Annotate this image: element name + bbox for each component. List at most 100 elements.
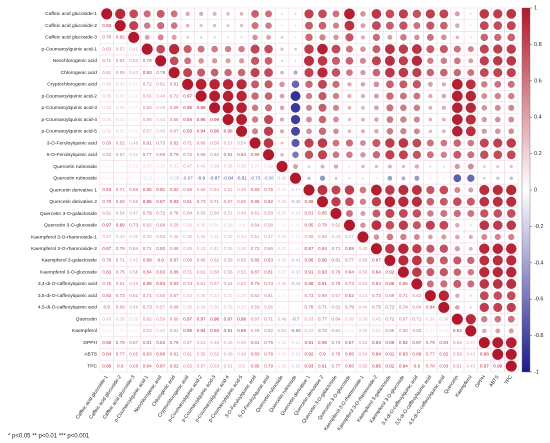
correlation-circle: [468, 246, 473, 251]
correlation-circle: [182, 78, 194, 90]
correlation-circle: [453, 174, 462, 183]
colorbar-tick-label: -0.8: [534, 333, 543, 339]
value-label: 0.33: [102, 105, 111, 110]
value-label: 0.56: [143, 117, 152, 122]
correlation-circle: [222, 113, 234, 126]
correlation-circle: [360, 117, 365, 122]
correlation-circle: [439, 267, 449, 277]
correlation-circle: [250, 67, 260, 78]
value-label: 0.91: [305, 269, 314, 274]
value-label: 0.42: [129, 258, 138, 263]
value-label: 0.09: [116, 164, 125, 169]
value-label: 0.71: [116, 187, 125, 192]
correlation-circle: [331, 44, 341, 54]
value-label: 0.67: [399, 316, 408, 321]
correlation-circle: [400, 233, 407, 241]
correlation-circle: [318, 21, 327, 30]
value-label: 0.72: [156, 211, 165, 216]
value-label: 0.38: [116, 316, 125, 321]
correlation-circle: [291, 138, 300, 148]
value-label: 0.36: [224, 164, 233, 169]
correlation-circle: [426, 268, 435, 277]
value-label: 0.49: [129, 305, 138, 310]
value-label: 0.49: [237, 211, 246, 216]
value-label: -0.13: [290, 234, 301, 239]
value-label: 0.69: [385, 293, 394, 298]
value-label: 0.48: [237, 352, 246, 357]
value-label: 0.81: [143, 140, 152, 145]
correlation-circle: [332, 139, 340, 147]
correlation-circle: [344, 185, 355, 195]
correlation-circle: [141, 43, 153, 55]
correlation-circle: [347, 105, 352, 110]
correlation-circle: [157, 34, 164, 41]
correlation-circle: [385, 9, 395, 19]
correlation-circle: [386, 233, 394, 241]
value-label: 0.74: [183, 281, 192, 286]
value-label: -0.23: [290, 211, 301, 216]
value-label: 0.69: [183, 258, 192, 263]
correlation-circle: [425, 9, 436, 19]
value-label: 0.71: [183, 140, 192, 145]
value-label: 0.45: [237, 340, 246, 345]
correlation-circle: [496, 176, 500, 180]
value-label: 0.78: [318, 222, 327, 227]
value-label: 0.31: [224, 293, 233, 298]
correlation-circle: [398, 196, 409, 207]
correlation-circle: [467, 69, 475, 77]
colorbar-tick-label: -0.4: [534, 260, 543, 266]
correlation-circle: [469, 13, 472, 15]
correlation-circle: [494, 104, 501, 111]
correlation-circle: [183, 67, 193, 78]
value-label: 0.51: [197, 340, 206, 345]
value-label: 0.79: [170, 340, 179, 345]
correlation-circle: [479, 9, 490, 19]
value-label: 0.55: [237, 269, 246, 274]
value-label: 0.64: [116, 58, 125, 63]
row-label: TPC: [87, 363, 97, 369]
value-label: 0.39: [210, 164, 219, 169]
value-label: 0.93: [305, 363, 314, 368]
value-label: 0.84: [345, 269, 354, 274]
correlation-circle: [505, 266, 517, 278]
correlation-circle: [400, 34, 407, 41]
value-label: 0.94: [183, 117, 192, 122]
row-label: p-Coumaroylquinic acid-3: [42, 105, 98, 111]
value-label: 0.72: [183, 152, 192, 157]
correlation-circle: [384, 44, 395, 55]
correlation-circle: [478, 337, 490, 349]
correlation-circle: [451, 125, 463, 137]
correlation-circle: [385, 185, 395, 195]
value-label: 0.86: [305, 258, 314, 263]
correlation-circle: [357, 231, 369, 243]
value-label: 0.16: [439, 328, 448, 333]
correlation-circle: [292, 151, 299, 159]
value-label: 0.56: [197, 187, 206, 192]
value-label: 0.61: [331, 328, 340, 333]
correlation-circle: [479, 56, 489, 66]
value-label: 0.93: [372, 340, 381, 345]
correlation-circle: [306, 128, 312, 135]
correlation-circle: [479, 243, 490, 254]
correlation-circle: [398, 9, 409, 19]
correlation-circle: [280, 47, 284, 51]
value-label: 0.72: [385, 305, 394, 310]
value-label: 0.66: [129, 187, 138, 192]
correlation-circle: [265, 22, 272, 29]
value-label: 0.41: [197, 164, 206, 169]
correlation-circle: [413, 92, 421, 100]
value-label: 0.61: [156, 82, 165, 87]
value-label: 0.52: [358, 340, 367, 345]
correlation-circle: [398, 56, 409, 66]
row-label: Kaempferol 3-galactoside: [42, 258, 98, 264]
correlation-circle: [493, 150, 503, 160]
correlation-circle: [252, 34, 258, 41]
correlation-circle: [469, 306, 472, 309]
value-label: 0.14: [278, 293, 287, 298]
correlation-circle: [343, 8, 355, 20]
correlation-circle: [197, 45, 205, 53]
value-label: 0.32: [237, 305, 246, 310]
colorbar-tick-label: -0.2: [534, 224, 543, 230]
correlation-circle: [398, 138, 409, 148]
value-label: 0.33: [210, 293, 219, 298]
